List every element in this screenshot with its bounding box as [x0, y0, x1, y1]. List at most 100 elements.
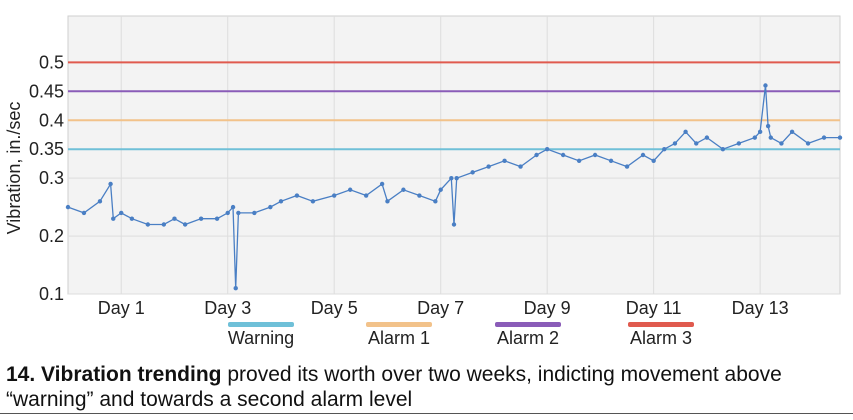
data-point — [694, 141, 699, 146]
data-point — [379, 181, 385, 187]
data-point — [332, 193, 337, 198]
data-point — [720, 147, 726, 152]
legend-label-alarm-1: Alarm 1 — [367, 328, 430, 348]
data-point — [198, 216, 204, 221]
alarm-3-swatch — [628, 322, 694, 327]
x-tick-label: Day 9 — [524, 298, 571, 318]
data-point — [592, 152, 598, 158]
y-tick-label: 0.3 — [39, 168, 64, 188]
plot-area — [67, 15, 841, 295]
data-point — [837, 135, 843, 140]
warning-swatch — [228, 322, 294, 327]
caption-number: 14. — [6, 363, 36, 386]
x-tick-label: Day 11 — [626, 298, 682, 318]
data-point — [252, 210, 257, 216]
data-point — [534, 152, 539, 158]
legend-label-warning: Warning — [227, 328, 295, 348]
data-point — [672, 141, 678, 146]
data-point — [608, 158, 614, 163]
legend-item-warning: Warning — [206, 322, 316, 349]
y-tick-label: 0.5 — [39, 52, 64, 72]
data-point — [433, 199, 438, 204]
y-axis-ticks: 0.1 0.2 0.3 0.35 0.4 0.45 0.5 — [29, 52, 64, 304]
alarm-1-swatch — [366, 322, 432, 327]
y-tick-label: 0.2 — [39, 226, 64, 246]
legend-item-alarm-2: Alarm 2 — [473, 322, 583, 349]
alarm-2-swatch — [495, 322, 561, 327]
data-point — [294, 193, 300, 198]
data-point — [704, 135, 710, 140]
data-point — [225, 210, 230, 216]
legend-label-alarm-3: Alarm 3 — [629, 328, 692, 348]
series-group — [65, 83, 843, 291]
data-point — [438, 187, 443, 192]
data-point — [268, 204, 273, 210]
legend: Warning Alarm 1 Alarm 2 Alarm 3 — [0, 322, 853, 354]
data-point — [502, 158, 507, 163]
x-tick-label: Day 1 — [98, 298, 145, 318]
y-tick-label: 0.1 — [39, 284, 64, 304]
data-point — [651, 158, 656, 163]
data-point — [97, 199, 103, 204]
x-tick-label: Day 5 — [311, 298, 358, 318]
data-point — [417, 193, 422, 198]
data-point — [214, 216, 220, 221]
data-point — [486, 164, 491, 169]
data-point — [640, 152, 646, 158]
data-point — [230, 204, 236, 210]
y-tick-label: 0.35 — [29, 139, 64, 159]
x-axis-ticks: Day 1 Day 3 Day 5 Day 7 Day 9 Day 11 Day 13 — [98, 298, 789, 318]
series-line — [67, 85, 840, 289]
data-point — [765, 123, 771, 129]
data-point — [454, 175, 459, 181]
data-point — [111, 216, 116, 221]
data-point — [449, 175, 454, 181]
y-tick-label: 0.45 — [29, 81, 64, 101]
data-point — [779, 141, 784, 146]
data-point — [233, 286, 238, 291]
legend-item-alarm-3: Alarm 3 — [606, 322, 716, 349]
data-point — [161, 222, 167, 227]
data-point — [544, 147, 550, 152]
data-point — [752, 135, 758, 140]
legend-label-alarm-2: Alarm 2 — [496, 328, 559, 348]
x-tick-label: Day 7 — [417, 298, 464, 318]
x-tick-label: Day 3 — [204, 298, 251, 318]
data-point — [757, 129, 763, 135]
y-tick-label: 0.4 — [39, 110, 64, 130]
data-point — [182, 222, 188, 227]
legend-item-alarm-1: Alarm 1 — [344, 322, 454, 349]
threshold-lines — [68, 61, 840, 151]
data-point — [81, 210, 87, 216]
data-point — [236, 210, 241, 216]
x-tick-label: Day 13 — [732, 298, 789, 318]
caption-text: proved its worth over two weeks, indicti… — [6, 363, 782, 411]
data-point — [763, 83, 768, 88]
data-point — [119, 210, 124, 216]
data-point — [347, 187, 353, 192]
data-point — [789, 129, 795, 135]
caption-bold: Vibration trending — [41, 363, 222, 386]
data-point — [172, 216, 177, 221]
data-point — [624, 164, 630, 169]
data-point — [278, 199, 284, 204]
data-point — [65, 204, 71, 210]
data-point — [470, 170, 475, 175]
y-axis-label: Vibration, in./sec — [4, 102, 24, 235]
data-point — [560, 152, 566, 158]
data-point — [821, 135, 827, 140]
figure-caption: 14. Vibration trending proved its worth … — [6, 362, 836, 412]
data-point — [736, 141, 742, 146]
data-point — [401, 187, 406, 192]
data-point — [683, 129, 688, 135]
data-point — [145, 222, 151, 227]
data-point — [363, 193, 369, 198]
data-point — [451, 222, 457, 227]
data-point — [662, 147, 667, 152]
data-point — [129, 216, 135, 221]
data-point — [385, 199, 390, 204]
data-point — [805, 141, 811, 146]
data-point — [310, 199, 316, 204]
data-point — [518, 164, 523, 169]
